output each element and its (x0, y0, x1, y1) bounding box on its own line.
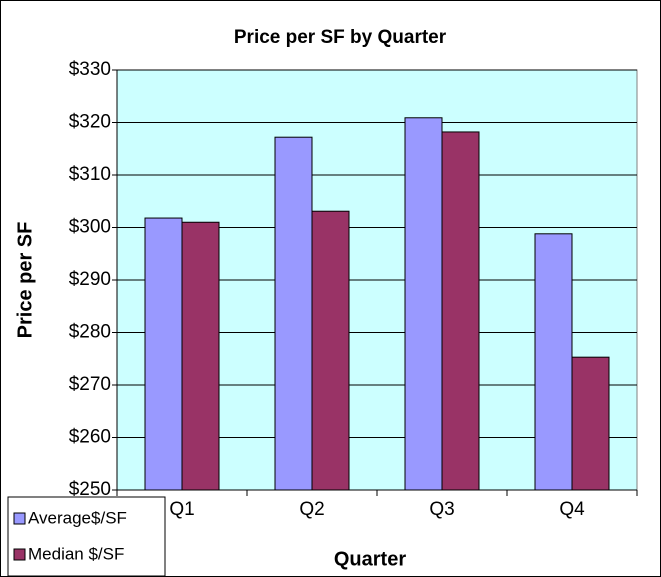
y-tick-label: $270 (69, 374, 111, 395)
y-tick-label: $330 (69, 59, 111, 80)
x-tick-label: Q1 (169, 499, 194, 520)
y-tick-label: $320 (69, 112, 111, 133)
legend-swatch (13, 512, 26, 525)
chart-title: Price per SF by Quarter (234, 27, 447, 48)
bar (311, 210, 350, 491)
x-tick-label: Q4 (559, 499, 585, 520)
y-tick-label: $260 (69, 427, 111, 448)
y-tick-label: $300 (69, 217, 111, 238)
bar (534, 233, 573, 491)
y-axis-title: Price per SF (14, 222, 36, 339)
bar (181, 221, 220, 491)
x-tick-label: Q2 (299, 499, 324, 520)
legend-swatch (13, 548, 26, 561)
x-axis-title: Quarter (334, 548, 406, 570)
y-tick-label: $290 (69, 269, 111, 290)
bar (441, 131, 480, 491)
legend-label: Median $/SF (28, 544, 124, 563)
y-tick-label: $280 (69, 322, 111, 343)
bar (274, 136, 313, 491)
x-tick-label: Q3 (429, 499, 454, 520)
bar (144, 217, 183, 491)
legend-box (7, 496, 166, 577)
y-tick-label: $310 (69, 164, 111, 185)
y-tick-label: $250 (69, 479, 111, 500)
bar (404, 117, 443, 491)
legend-label: Average$/SF (28, 508, 127, 527)
bar (571, 356, 610, 491)
